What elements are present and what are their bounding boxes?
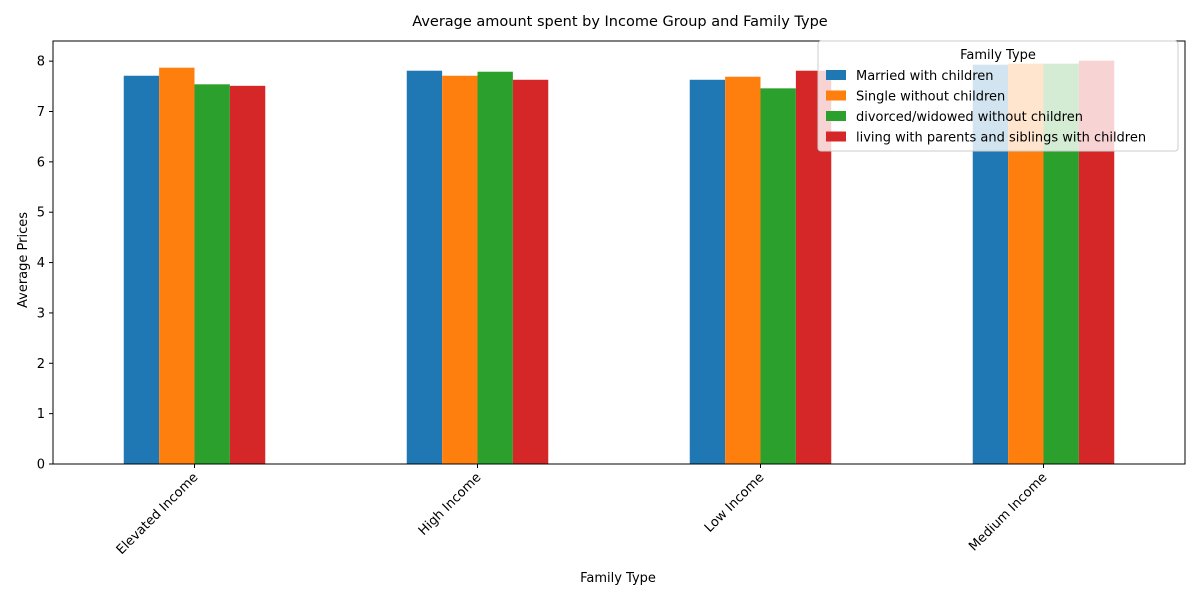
legend-label-3: living with parents and siblings with ch… <box>856 131 1146 146</box>
bar-2-2 <box>760 88 796 464</box>
bar-0-3 <box>229 85 266 464</box>
y-axis-label: Average Prices <box>16 212 31 308</box>
bar-0-0 <box>123 75 160 464</box>
legend-title: Family Type <box>960 48 1036 63</box>
x-tick-label-2: Low Income <box>702 470 767 535</box>
x-tick-label-0: Elevated Income <box>114 470 202 558</box>
legend-label-2: divorced/widowed without children <box>856 110 1083 125</box>
legend-swatch-3 <box>826 131 846 142</box>
x-tick-label-3: Medium Income <box>966 470 1050 554</box>
legend-swatch-0 <box>826 70 846 80</box>
bar-2-0 <box>689 79 726 465</box>
y-tick-label-0: 0 <box>37 458 45 473</box>
bar-1-2 <box>477 71 513 464</box>
legend-swatch-2 <box>826 111 846 121</box>
y-tick-label-4: 4 <box>37 256 45 271</box>
bar-1-1 <box>442 75 478 464</box>
bar-0-1 <box>159 67 195 464</box>
x-axis-label: Family Type <box>580 571 656 586</box>
plot-frame <box>52 40 1186 465</box>
y-tick-label-5: 5 <box>37 206 45 221</box>
y-tick-label-7: 7 <box>37 105 45 120</box>
legend: Family Type Married with children Single w… <box>817 40 1179 152</box>
y-tick-label-3: 3 <box>37 306 45 321</box>
bar-1-0 <box>406 70 443 465</box>
chart-title: Average amount spent by Income Group and… <box>412 14 828 30</box>
legend-swatch-1 <box>826 90 846 101</box>
legend-label-0: Married with children <box>856 69 994 84</box>
y-tick-label-1: 1 <box>37 407 45 422</box>
x-tick-label-1: High Income <box>416 470 484 538</box>
bar-0-2 <box>194 84 230 464</box>
bars-layer <box>123 60 1115 465</box>
bar-1-3 <box>512 79 549 465</box>
y-tick-label-6: 6 <box>37 155 45 170</box>
legend-label-1: Single without children <box>856 90 1005 105</box>
y-tick-label-2: 2 <box>37 357 45 372</box>
bar-2-1 <box>725 76 761 464</box>
y-tick-label-8: 8 <box>37 55 45 70</box>
legend-box <box>817 40 1179 152</box>
